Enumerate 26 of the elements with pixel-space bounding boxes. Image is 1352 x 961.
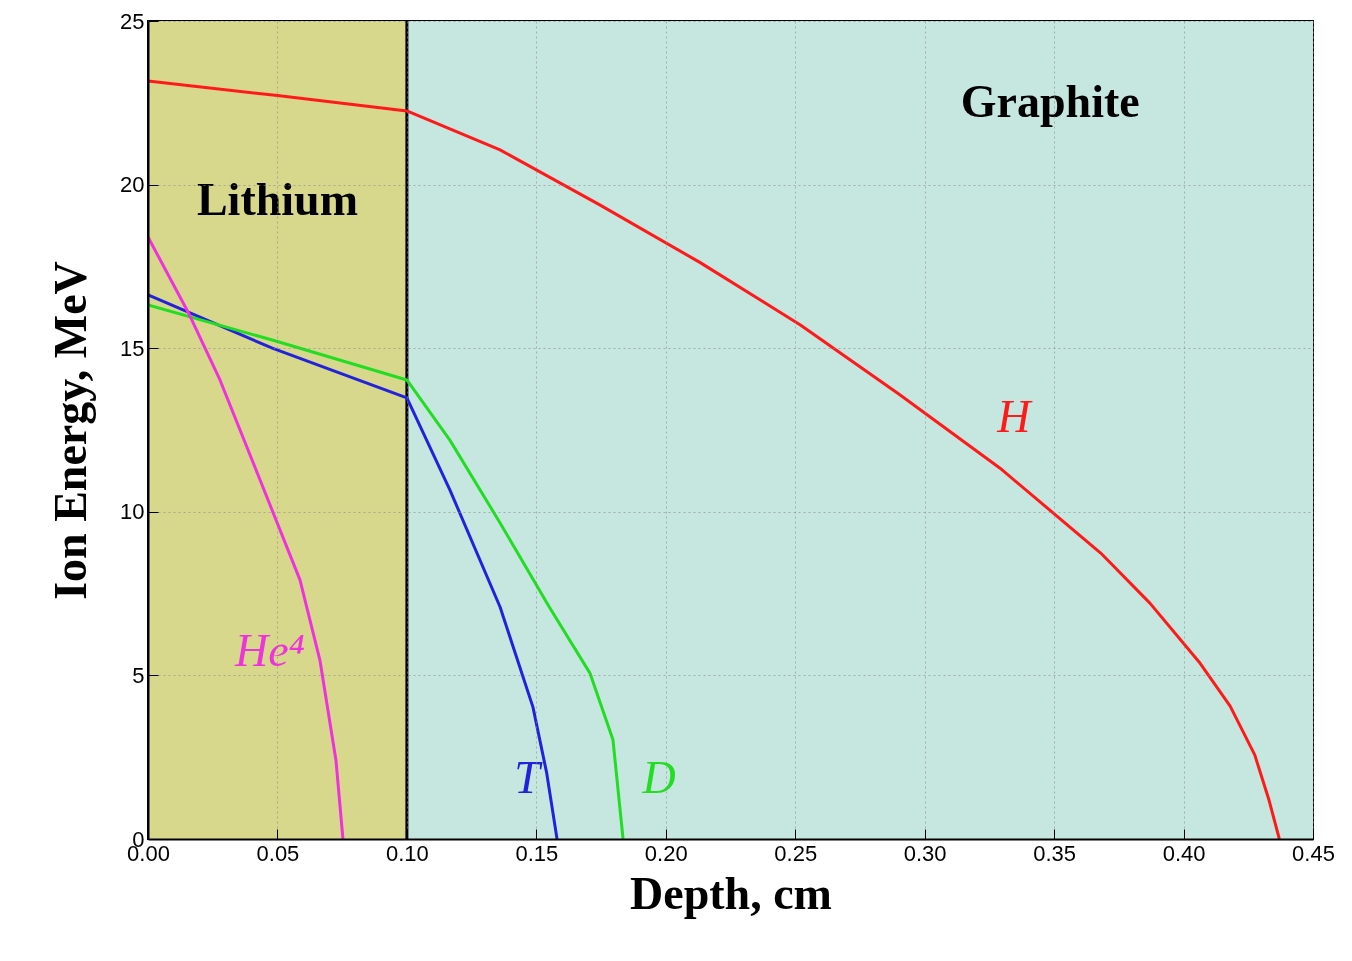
x-tick-label: 0.20: [644, 840, 688, 866]
band-label: Graphite: [960, 75, 1140, 127]
y-tick-label: 25: [120, 8, 145, 34]
line-series: [148, 293, 559, 839]
y-tick-label: 20: [120, 172, 145, 198]
y-tick-label: 15: [120, 335, 145, 361]
x-tick-label: 0.40: [1162, 840, 1206, 866]
series-label: He⁴: [234, 625, 305, 677]
x-tick-label: 0.35: [1033, 840, 1077, 866]
y-tick-label: 5: [132, 662, 145, 688]
x-tick-label: 0.15: [515, 840, 559, 866]
line-series: [148, 79, 1281, 839]
band-label: Lithium: [196, 173, 358, 225]
series-label: D: [641, 752, 676, 803]
series-label: H: [996, 390, 1034, 442]
x-tick-label: 0.45: [1292, 840, 1335, 866]
x-tick-label: 0.30: [903, 840, 947, 866]
line-series: [148, 303, 625, 839]
x-tick-label: 0.10: [385, 840, 429, 866]
x-axis-title: Depth, cm: [630, 867, 832, 919]
line-series: [148, 235, 345, 839]
x-tick-label: 0.25: [774, 840, 818, 866]
series-label: T: [514, 752, 544, 803]
x-tick-label: 0.05: [256, 840, 300, 866]
y-axis-title: Ion Energy, MeV: [45, 261, 97, 600]
y-tick-label: 10: [120, 499, 145, 525]
